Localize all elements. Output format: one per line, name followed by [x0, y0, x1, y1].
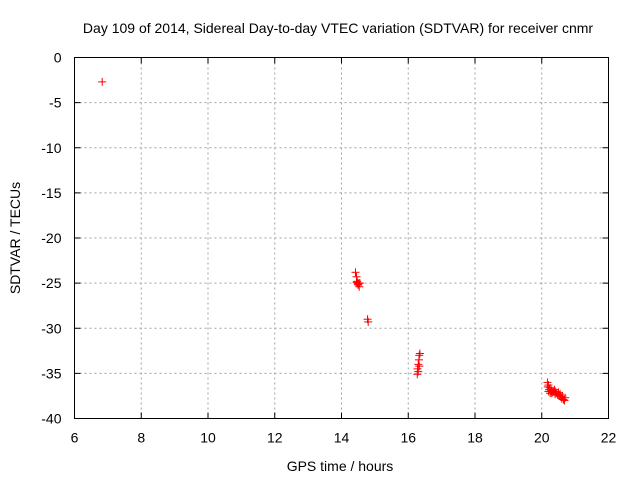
chart-title: Day 109 of 2014, Sidereal Day-to-day VTE…: [83, 20, 593, 36]
data-points: [98, 77, 570, 405]
y-axis-label: SDTVAR / TECUs: [7, 182, 23, 294]
x-tick-label: 6: [71, 430, 79, 446]
plot-frame: [74, 57, 609, 419]
data-point: [351, 268, 360, 277]
data-point: [554, 388, 563, 397]
x-tick-label: 8: [137, 430, 145, 446]
data-point: [415, 349, 424, 358]
data-point: [354, 280, 363, 289]
y-tick-labels: 0 -5 -10 -15 -20 -25 -30 -35 -40: [41, 50, 61, 427]
grid-lines: [74, 57, 609, 419]
y-tick-label: -15: [41, 185, 61, 201]
y-tick-label: -25: [41, 275, 61, 291]
x-tick-labels: 6 8 10 12 14 16 18 20 22: [71, 430, 617, 446]
y-tick-label: -30: [41, 320, 61, 336]
data-point: [561, 393, 570, 402]
y-tick-label: -40: [41, 411, 61, 427]
x-tick-label: 20: [534, 430, 550, 446]
x-tick-label: 18: [467, 430, 483, 446]
data-point: [364, 317, 373, 326]
x-tick-label: 10: [200, 430, 216, 446]
data-point: [352, 278, 361, 287]
data-point: [355, 279, 364, 288]
data-point: [414, 367, 423, 376]
data-point: [415, 362, 424, 371]
x-tick-label: 22: [601, 430, 617, 446]
data-point: [559, 395, 568, 404]
data-point: [546, 383, 555, 392]
x-tick-label: 16: [400, 430, 416, 446]
x-tick-label: 14: [334, 430, 350, 446]
y-tick-label: 0: [54, 50, 62, 66]
y-tick-label: -35: [41, 365, 61, 381]
data-point: [98, 77, 107, 86]
y-tick-label: -5: [49, 95, 62, 111]
data-point: [547, 389, 556, 398]
y-tick-label: -10: [41, 140, 61, 156]
x-axis-label: GPS time / hours: [287, 458, 394, 474]
x-tick-label: 12: [267, 430, 283, 446]
data-point: [415, 351, 424, 360]
data-point: [414, 360, 423, 369]
y-tick-label: -20: [41, 230, 61, 246]
